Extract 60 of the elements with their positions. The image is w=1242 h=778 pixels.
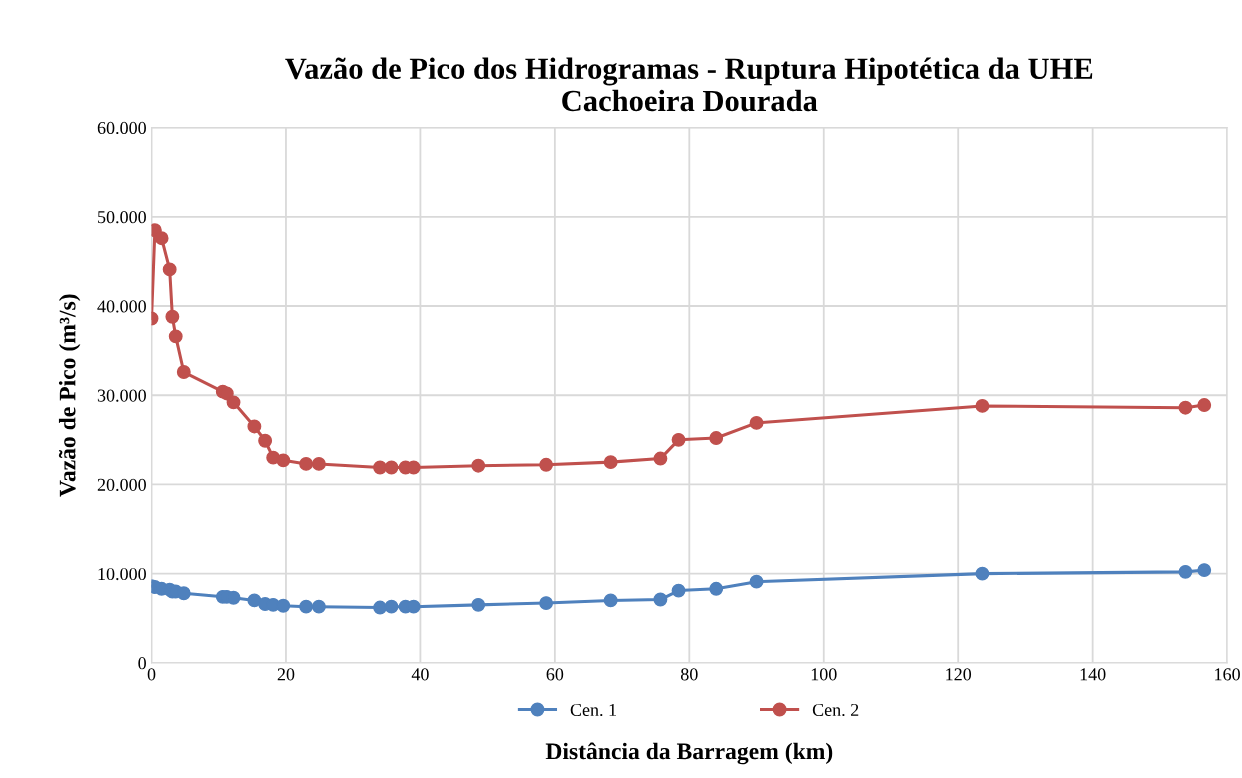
x-tick-label: 0: [147, 668, 156, 681]
x-tick-label: 80: [680, 668, 698, 681]
point: [384, 460, 399, 475]
point: [471, 458, 486, 473]
x-tick-label: 20: [277, 668, 295, 681]
point: [1178, 564, 1193, 579]
point: [176, 586, 191, 601]
point: [1178, 400, 1193, 415]
point: [168, 329, 183, 344]
x-tick-label: 120: [946, 668, 972, 681]
point: [975, 566, 990, 581]
point: [671, 583, 686, 598]
chart-title: Vazão de Pico dos Hidrogramas - Ruptura Hipotética da UHE Cachoeira Dourada: [285, 57, 1093, 112]
point: [709, 581, 724, 596]
point: [276, 598, 291, 613]
point: [653, 451, 668, 466]
y-axis-title: Vazão de Pico (m³/s): [58, 294, 81, 497]
point: [165, 309, 180, 324]
point: [299, 456, 314, 471]
x-tick-label: 160: [1215, 668, 1240, 681]
point: [311, 599, 326, 614]
y-tick-label: 0: [138, 657, 146, 670]
point: [603, 593, 618, 608]
point: [154, 231, 169, 246]
y-tick-label: 50.000: [98, 211, 146, 224]
point: [276, 453, 291, 468]
point: [162, 262, 177, 277]
point: [1197, 563, 1212, 578]
legend-label: Cen. 2: [812, 703, 859, 717]
legend-label: Cen. 1: [570, 703, 616, 717]
point: [749, 574, 764, 589]
y-tick-label: 20.000: [97, 478, 146, 491]
x-tick-label: 60: [546, 668, 564, 681]
y-tick-label: 30.000: [97, 389, 146, 402]
point: [539, 457, 554, 472]
x-tick-label: 140: [1080, 668, 1106, 681]
point: [384, 599, 399, 614]
point: [299, 599, 314, 614]
x-axis-title: Distância da Barragem (km): [545, 742, 833, 765]
point: [226, 395, 241, 410]
y-tick-label: 40.000: [97, 300, 146, 313]
point: [603, 455, 618, 470]
y-tick-label: 10.000: [98, 567, 146, 581]
point: [247, 419, 262, 434]
point: [373, 600, 388, 615]
x-tick-label: 100: [811, 668, 837, 681]
point: [311, 456, 326, 471]
point: [176, 365, 191, 379]
y-tick-label: 60.000: [97, 121, 146, 135]
point: [749, 415, 764, 430]
point: [671, 432, 686, 447]
point: [653, 592, 668, 607]
point: [471, 597, 486, 612]
point: [975, 398, 990, 413]
point: [258, 433, 273, 448]
point: [1197, 398, 1212, 412]
point: [539, 596, 554, 611]
point: [709, 431, 724, 445]
x-tick-label: 40: [411, 668, 429, 681]
point: [373, 460, 388, 475]
